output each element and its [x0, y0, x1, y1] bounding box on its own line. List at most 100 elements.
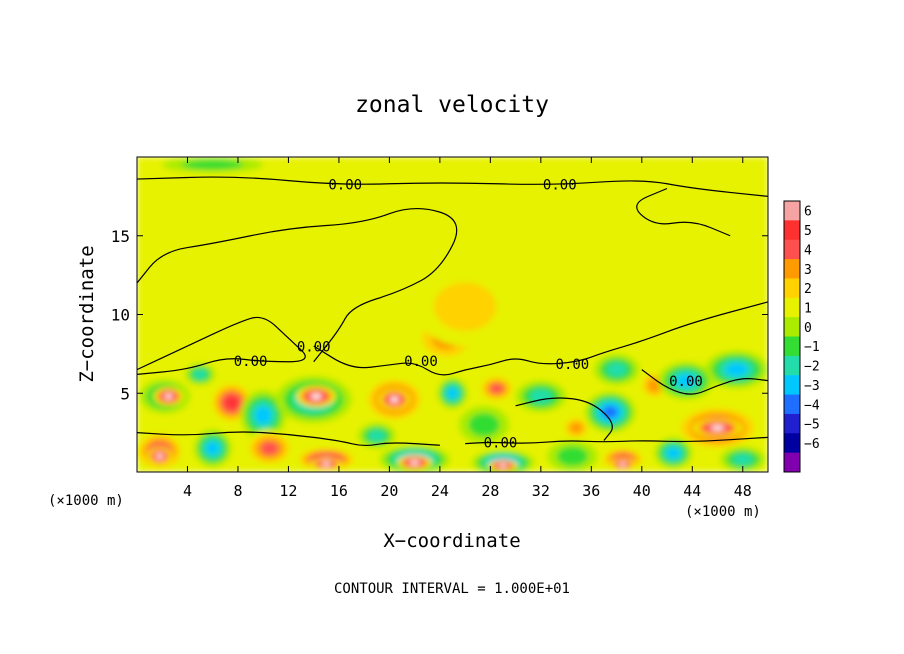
field-blob-21-7 [712, 425, 723, 430]
colorbar-swatch-1 [784, 220, 800, 241]
colorbar-label-1: 5 [804, 224, 812, 239]
y-axis-label: Z−coordinate [76, 245, 98, 382]
colorbar-frame [783, 200, 801, 473]
colorbar-swatch-9 [784, 375, 800, 396]
field-blob-13-2 [468, 413, 500, 437]
y-axis-ticks: 5 10 15 [111, 227, 768, 403]
colorbar-label-10: −4 [804, 398, 820, 413]
colorbar-swatch-10 [784, 394, 800, 415]
field-blob-9-4 [447, 387, 458, 399]
contour-interval-note: CONTOUR INTERVAL = 1.000E+01 [334, 581, 570, 597]
zero-contour-2 [137, 316, 306, 375]
colorbar-label-6: 0 [804, 321, 812, 336]
field-blob-26-4 [260, 441, 279, 455]
field-blob-29-3 [368, 430, 386, 442]
colorbar-swatch-6 [784, 317, 800, 337]
y-tick-label-15: 15 [111, 227, 130, 246]
zero-contour-1 [137, 207, 458, 363]
colorbar-label-0: 6 [804, 205, 812, 220]
x-unit-right: (×1000 m) [685, 504, 761, 520]
field-blob-36-7 [620, 462, 626, 466]
x-tick-label-44: 44 [683, 482, 701, 500]
contour-label-4: 0.00 [404, 354, 438, 370]
colorbar-label-2: 4 [804, 243, 812, 258]
zero-contours [137, 176, 768, 447]
field-blob-31-7 [410, 460, 419, 465]
field-blob-17-3 [606, 362, 627, 377]
contour-label-2: 0.00 [234, 354, 268, 370]
field-blob-3-3 [193, 369, 207, 380]
colorbar-label-12: −6 [804, 437, 820, 452]
zero-contour-3 [313, 301, 768, 376]
field-blob-25-4 [206, 441, 220, 455]
x-tick-label-32: 32 [532, 482, 550, 500]
field-blob-12-4 [490, 383, 504, 394]
field-blob-33-7 [499, 464, 507, 468]
colorbar-swatch-4 [784, 278, 800, 299]
field-blob-14-3 [529, 389, 553, 404]
colorbar-label-4: 2 [804, 282, 812, 297]
contour-label-0: 0.00 [328, 177, 362, 193]
zero-contour-6 [137, 431, 440, 447]
contour-label-7: 0.00 [484, 436, 518, 452]
field-blob-24-7 [157, 454, 163, 459]
colorbar-swatch-2 [784, 239, 800, 260]
field-blob-11-2 [434, 282, 497, 331]
zero-contour-4 [641, 369, 768, 395]
x-axis-label: X−coordinate [383, 530, 520, 552]
colorbar-swatch-7 [784, 336, 800, 357]
field-blob-39-2 [181, 160, 244, 170]
colorbar-label-5: 1 [804, 301, 812, 316]
field-blob-6-7 [311, 394, 321, 399]
field-blob-40-1 [149, 196, 201, 228]
zero-contour-7 [515, 397, 613, 441]
x-axis-ticks: 4 8 12 16 20 24 28 32 36 40 44 48 [183, 157, 752, 500]
y-tick-label-5: 5 [120, 384, 130, 403]
field-blob-38-3 [732, 453, 753, 465]
velocity-field [137, 157, 768, 472]
field-blob-28-7 [322, 462, 330, 466]
x-tick-label-40: 40 [633, 482, 651, 500]
colorbar: 6 5 4 3 2 1 0 −1 −2 −3 −4 −5 −6 [783, 200, 820, 473]
contour-labels: 0.00 0.00 0.00 0.00 0.00 0.00 0.00 0.00 [234, 177, 703, 452]
field-blob-1-7 [165, 394, 172, 399]
colorbar-swatch-0 [784, 201, 800, 221]
zero-contour-8 [636, 187, 731, 237]
x-tick-label-4: 4 [183, 482, 192, 500]
x-tick-label-8: 8 [233, 482, 242, 500]
x-tick-label-24: 24 [431, 482, 449, 500]
chart-title: zonal velocity [355, 92, 549, 118]
colorbar-swatch-13 [784, 452, 800, 473]
colorbar-label-11: −5 [804, 418, 820, 433]
zero-contour-0 [137, 176, 768, 197]
field-blob-15-3 [569, 422, 583, 434]
field-blob-34-2 [556, 446, 588, 466]
x-tick-label-28: 28 [481, 482, 499, 500]
field-blob-19-4 [676, 374, 696, 388]
field-blob-37-4 [666, 447, 680, 459]
x-tick-label-36: 36 [582, 482, 600, 500]
x-tick-label-48: 48 [734, 482, 752, 500]
colorbar-label-3: 3 [804, 263, 812, 278]
field-blob-16-5 [603, 406, 618, 418]
colorbar-swatch-8 [784, 355, 800, 376]
x-tick-label-16: 16 [330, 482, 348, 500]
colorbar-label-9: −3 [804, 379, 820, 394]
contour-label-3: 0.00 [297, 340, 331, 356]
x-unit-left: (×1000 m) [48, 493, 124, 509]
colorbar-swatch-5 [784, 297, 800, 318]
x-tick-label-20: 20 [380, 482, 398, 500]
y-tick-label-10: 10 [111, 306, 130, 325]
colorbar-swatch-12 [784, 433, 800, 454]
x-tick-label-12: 12 [279, 482, 297, 500]
zero-contour-5 [465, 436, 768, 445]
colorbar-swatch-11 [784, 413, 800, 434]
field-blob-8-7 [390, 397, 398, 402]
field-blob-22-4 [725, 363, 748, 377]
field-blob-4-4 [255, 406, 272, 425]
contour-label-6: 0.00 [669, 374, 703, 390]
colorbar-label-7: −1 [804, 340, 820, 355]
contour-label-1: 0.00 [543, 177, 577, 193]
colorbar-swatch-3 [784, 259, 800, 279]
